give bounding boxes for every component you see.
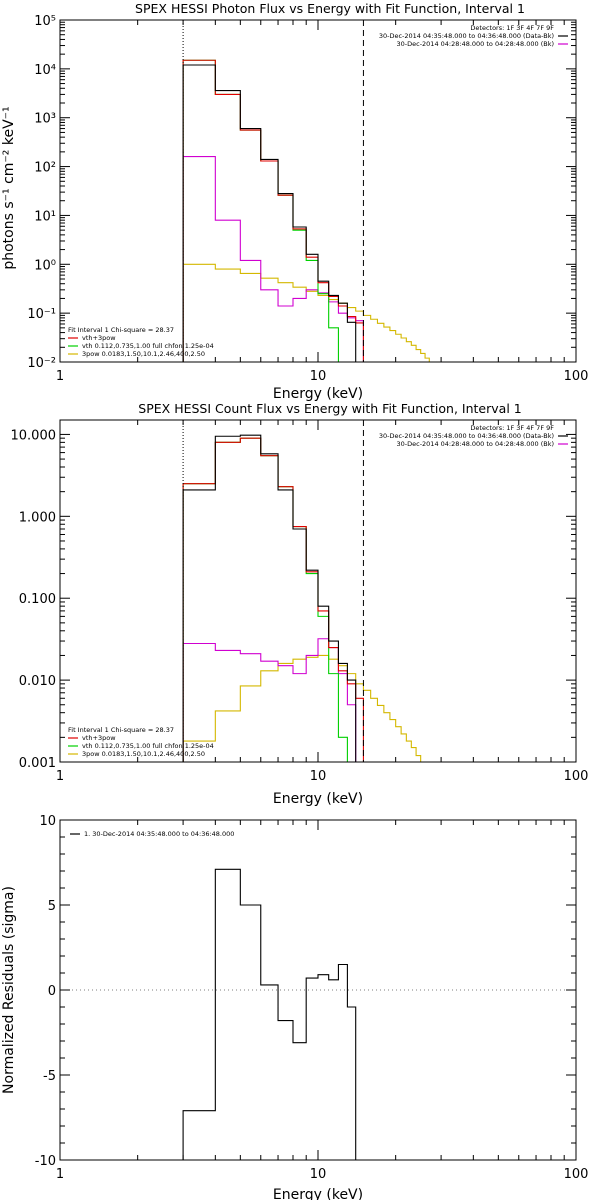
y-tick-label: 1.000 [19, 510, 56, 525]
count-flux-title: SPEX HESSI Count Flux vs Energy with Fit… [138, 401, 521, 416]
legend-entry: vth+3pow [82, 334, 116, 342]
x-tick-label: 100 [564, 369, 589, 384]
y-tick-label: 10 [39, 814, 56, 829]
x-tick-label: 1 [56, 769, 64, 784]
series-line-1-30-dec-2014-04-35-48-0 [182, 868, 357, 1160]
residuals-xlabel: Energy (keV) [273, 1187, 363, 1200]
series-group [182, 59, 434, 362]
legend-entry: Fit Interval 1 Chi-square = 28.37 [68, 726, 174, 734]
y-tick-label: 10⁴ [34, 63, 56, 78]
info-line: 30-Dec-2014 04:35:48.000 to 04:36:48.000… [379, 32, 554, 40]
info-line: 30-Dec-2014 04:28:48.000 to 04:28:48.000… [397, 40, 555, 48]
legend-entry: 3pow 0.0183,1.50,10.1,2.46,400,2.50 [82, 750, 205, 758]
y-tick-label: -10 [35, 1154, 56, 1169]
series-line-data-bk [182, 64, 357, 362]
legend-entry: 1. 30-Dec-2014 04:35:48.000 to 04:36:48.… [84, 830, 234, 838]
count-flux-plot-area: 1 10 100 0.001 0.010 0.100 1.000 10.000 Detector… [11, 419, 589, 784]
x-tick-label: 10 [310, 369, 327, 384]
photon-flux-panel: SPEX HESSI Photon Flux vs Energy with Fi… [1, 1, 588, 402]
y-tick-label: 10⁻¹ [27, 307, 56, 322]
y-tick-label: 0.100 [19, 592, 56, 607]
series-line-data-bk [182, 434, 357, 762]
x-tick-label: 1 [56, 1167, 64, 1182]
legend-entry: Fit Interval 1 Chi-square = 28.37 [68, 326, 174, 334]
legend-entry: vth 0.112,0.735,1.00 full chfon 1.25e-04 [82, 342, 214, 350]
x-tick-label: 100 [564, 769, 589, 784]
residuals-plot-area: 1 10 100 -10 -5 0 5 10 1. 30-Dec-2014 04:35:48.0… [35, 814, 589, 1182]
series-line-bk [182, 638, 357, 762]
count-flux-xlabel: Energy (keV) [273, 791, 363, 807]
photon-flux-ylabel: photons s⁻¹ cm⁻² keV⁻¹ [1, 106, 17, 269]
info-line: Detectors: 1F 3F 4F 7F 9F [470, 424, 554, 432]
residuals-ylabel: Normalized Residuals (sigma) [1, 886, 17, 1094]
legend-entry: vth 0.112,0.735,1.00 full chfon 1.25e-04 [82, 742, 214, 750]
y-tick-label: 10⁰ [34, 258, 56, 273]
info-line: 30-Dec-2014 04:28:48.000 to 04:28:48.000… [397, 440, 555, 448]
y-tick-label: 0.010 [19, 674, 56, 689]
legend-entry: 3pow 0.0183,1.50,10.1,2.46,400,2.50 [82, 350, 205, 358]
residuals-panel: 1 10 100 -10 -5 0 5 10 1. 30-Dec-2014 04:35:48.0… [1, 814, 588, 1200]
x-tick-label: 1 [56, 369, 64, 384]
photon-flux-xlabel: Energy (keV) [273, 386, 363, 402]
series-group [182, 868, 357, 1160]
x-tick-label: 100 [564, 1167, 589, 1182]
y-tick-label: 10³ [34, 112, 56, 127]
series-line-3pow [182, 263, 434, 362]
y-tick-label: -5 [43, 1069, 56, 1084]
y-tick-label: 5 [48, 899, 56, 914]
info-line: Detectors: 1F 3F 4F 7F 9F [470, 24, 554, 32]
info-line: 30-Dec-2014 04:35:48.000 to 04:36:48.000… [379, 432, 554, 440]
y-tick-label: 10¹ [34, 209, 56, 224]
count-flux-panel: SPEX HESSI Count Flux vs Energy with Fit… [11, 401, 589, 807]
series-group [182, 434, 426, 762]
x-tick-label: 10 [310, 769, 327, 784]
y-tick-label: 10⁵ [34, 14, 56, 29]
y-tick-label: 10² [34, 161, 56, 176]
y-tick-label: 10⁻² [27, 356, 56, 371]
y-tick-label: 0 [48, 984, 56, 999]
photon-flux-title: SPEX HESSI Photon Flux vs Energy with Fi… [135, 1, 525, 16]
x-tick-label: 10 [310, 1167, 327, 1182]
photon-flux-plot-area: 1 10 100 10⁻² 10⁻¹ 10⁰ 10¹ 10² 10³ 10⁴ 10⁵ Detector… [27, 14, 589, 384]
legend-entry: vth+3pow [82, 734, 116, 742]
y-tick-label: 0.001 [19, 756, 56, 771]
y-tick-label: 10.000 [11, 428, 57, 443]
